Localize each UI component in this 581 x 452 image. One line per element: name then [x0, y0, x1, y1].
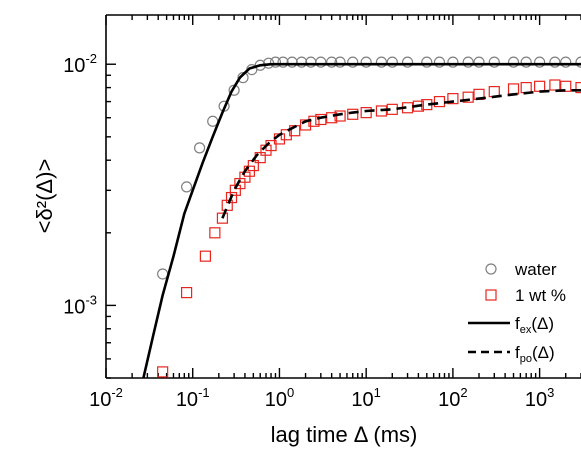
y-tick-label: 10-3	[63, 292, 97, 318]
water-point	[315, 56, 327, 68]
x-tick-label: 10-2	[89, 385, 123, 411]
y-tick-label: 10-2	[63, 51, 97, 77]
one-wt-point	[299, 119, 312, 131]
legend-label: fpo(Δ)	[515, 343, 555, 365]
legend: water 1 wt % fex(Δ) fpo(Δ)	[468, 260, 566, 365]
water-point	[507, 56, 520, 68]
water-point	[447, 56, 459, 68]
x-tick-label: 10-1	[176, 385, 210, 411]
x-axis-title: lag time Δ (ms)	[271, 422, 418, 447]
one-wt-point	[507, 83, 520, 95]
water-point	[181, 181, 193, 193]
x-tick-label: 102	[438, 385, 467, 411]
water-point	[157, 268, 169, 280]
water-point	[401, 56, 414, 68]
one-wt-point	[347, 108, 359, 120]
water-point	[560, 56, 572, 68]
water-point	[473, 56, 485, 68]
series-layer	[142, 56, 581, 378]
one-wt-point	[560, 80, 572, 92]
water-point	[305, 56, 317, 68]
water-point	[549, 56, 561, 68]
legend-label: fex(Δ)	[515, 314, 554, 336]
one-wt-point	[462, 91, 474, 103]
one-wt-point	[225, 191, 238, 204]
fit-line-ex	[142, 62, 581, 378]
x-tick-label: 100	[265, 385, 294, 411]
water-point	[462, 56, 474, 68]
one-wt-point	[360, 107, 372, 119]
one-wt-point	[199, 250, 211, 262]
x-tick-labels: 10-2 10-1 100 101 102 103	[89, 385, 554, 411]
one-wt-point	[433, 95, 446, 108]
water-point	[295, 56, 308, 68]
one-wt-point	[520, 81, 532, 94]
water-point	[386, 56, 398, 68]
water-point	[237, 72, 249, 84]
water-point	[421, 56, 433, 68]
x-tick-label: 101	[351, 385, 380, 411]
legend-water-marker	[485, 263, 497, 275]
water-point	[520, 56, 532, 68]
water-point	[360, 56, 372, 68]
legend-label: water	[514, 260, 557, 279]
water-point	[433, 56, 446, 68]
x-tick-label: 103	[525, 385, 554, 411]
one-wt-point	[534, 80, 546, 92]
water-point	[488, 56, 500, 68]
one-wt-point	[157, 366, 169, 378]
one-wt-point	[549, 79, 561, 91]
one-wt-point	[209, 227, 221, 239]
y-tick-labels: 10-3 10-2	[63, 51, 97, 318]
fit-line-po	[221, 89, 581, 219]
series-clip-group	[142, 56, 581, 378]
one-wt-point	[575, 81, 581, 94]
one-wt-point	[216, 212, 229, 224]
one-wt-point	[315, 113, 327, 126]
one-wt-point	[221, 199, 233, 211]
y-ticks	[106, 63, 116, 379]
legend-one-wt-marker	[485, 289, 497, 301]
water-point	[193, 142, 206, 154]
water-point	[269, 56, 282, 68]
one-wt-point	[181, 286, 193, 299]
water-point	[375, 56, 388, 68]
water-point	[575, 56, 581, 68]
water-point	[347, 56, 359, 68]
water-point	[334, 56, 346, 68]
one-wt-point	[447, 93, 459, 105]
y-axis-title: <δ²(Δ)>	[32, 159, 57, 234]
legend-label: 1 wt %	[515, 286, 566, 305]
water-point	[534, 56, 546, 68]
water-point	[277, 56, 289, 68]
water-point	[326, 56, 338, 68]
